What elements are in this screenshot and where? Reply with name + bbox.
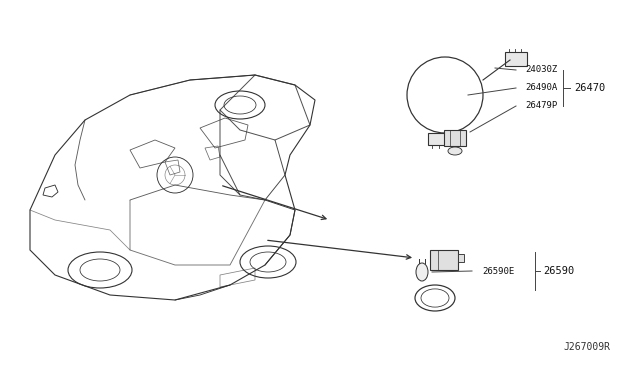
Text: 26490A: 26490A xyxy=(525,83,557,93)
FancyBboxPatch shape xyxy=(458,254,464,262)
Text: 24030Z: 24030Z xyxy=(525,65,557,74)
Text: 26479P: 26479P xyxy=(525,102,557,110)
Text: 26470: 26470 xyxy=(574,83,605,93)
Text: 26590: 26590 xyxy=(543,266,574,276)
FancyBboxPatch shape xyxy=(505,52,527,66)
Text: 26590E: 26590E xyxy=(482,266,515,276)
FancyBboxPatch shape xyxy=(430,250,458,270)
Ellipse shape xyxy=(416,263,428,281)
FancyBboxPatch shape xyxy=(444,130,466,146)
Text: J267009R: J267009R xyxy=(563,342,610,352)
Ellipse shape xyxy=(448,147,462,155)
FancyBboxPatch shape xyxy=(428,133,446,145)
